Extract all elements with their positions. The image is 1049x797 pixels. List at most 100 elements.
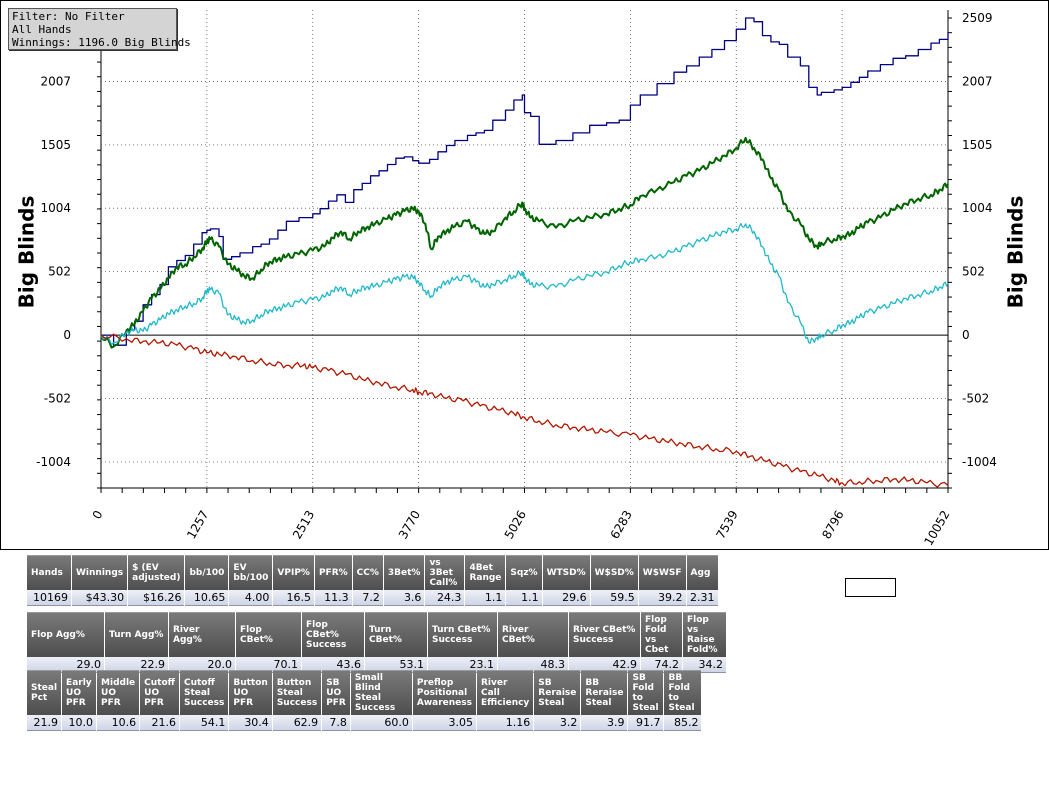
column-header[interactable]: VPIP%: [273, 555, 314, 590]
stat-value: 30.4: [229, 715, 272, 731]
column-header[interactable]: WTSD%: [542, 555, 590, 590]
y-tick-label-right: 502: [962, 265, 985, 279]
column-header[interactable]: Flop Fold vs Cbet: [641, 612, 682, 657]
y-axis-title-left: Big Blinds: [14, 195, 39, 309]
stat-value: 3.2: [534, 715, 581, 731]
column-header[interactable]: Button UO PFR: [229, 670, 272, 715]
column-header[interactable]: River Call Efficiency: [476, 670, 534, 715]
column-header[interactable]: Sqz%: [506, 555, 542, 590]
y-tick-label-left: 1004: [40, 201, 71, 215]
stat-value: 21.9: [27, 715, 62, 731]
stat-value: $16.26: [128, 590, 185, 606]
stat-value: 3.05: [412, 715, 476, 731]
stat-value: 10.6: [97, 715, 140, 731]
y-tick-label-left: 2007: [40, 74, 71, 88]
stat-value: 10169: [27, 590, 71, 606]
column-header[interactable]: BB Reraise Steal: [581, 670, 628, 715]
column-header[interactable]: PFR%: [314, 555, 352, 590]
stat-value: 16.5: [273, 590, 314, 606]
column-header[interactable]: River CBet% Success: [569, 612, 640, 657]
stat-value: 1.1: [465, 590, 506, 606]
y-tick-label-right: 0: [962, 328, 970, 342]
y-tick-label-left: 502: [48, 265, 71, 279]
column-header[interactable]: 4Bet Range: [465, 555, 506, 590]
column-header[interactable]: Flop vs Raise Fold%: [683, 612, 726, 657]
column-header[interactable]: Steal Pct: [27, 670, 62, 715]
y-tick-label-left: -502: [44, 392, 71, 406]
series-line-1: [100, 136, 949, 349]
series-line-0: [101, 17, 949, 346]
column-header[interactable]: Turn CBet%: [365, 612, 427, 657]
stat-value: 54.1: [179, 715, 229, 731]
stat-value: 62.9: [272, 715, 322, 731]
stat-value: 7.2: [352, 590, 383, 606]
column-header[interactable]: SB Reraise Steal: [534, 670, 581, 715]
column-header[interactable]: Early UO PFR: [62, 670, 97, 715]
stat-value: 60.0: [350, 715, 412, 731]
column-header[interactable]: Preflop Positional Awareness: [412, 670, 476, 715]
column-header[interactable]: Flop CBet% Success: [302, 612, 364, 657]
y-tick-label-right: 1004: [962, 201, 993, 215]
column-header[interactable]: Hands: [27, 555, 71, 590]
column-header[interactable]: W$SD%: [590, 555, 638, 590]
y-tick-label-right: -1004: [962, 455, 997, 469]
column-header[interactable]: CC%: [352, 555, 383, 590]
y-tick-label-right: 1505: [962, 138, 993, 152]
column-header[interactable]: SB Fold to Steal: [628, 670, 664, 715]
stat-value: 34.2: [683, 657, 726, 673]
stat-value: 85.2: [664, 715, 702, 731]
column-header[interactable]: River CBet%: [498, 612, 568, 657]
stat-value: 3.6: [383, 590, 425, 606]
column-header[interactable]: W$WSF: [638, 555, 686, 590]
column-header[interactable]: EV bb/100: [229, 555, 273, 590]
column-header[interactable]: $ (EV adjusted): [128, 555, 185, 590]
column-header[interactable]: Agg: [686, 555, 718, 590]
series-lines: [100, 17, 949, 488]
column-header[interactable]: vs 3Bet Call%: [425, 555, 465, 590]
stat-value: 59.5: [590, 590, 638, 606]
column-header[interactable]: Button Steal Success: [272, 670, 322, 715]
column-header[interactable]: Turn CBet% Success: [428, 612, 497, 657]
column-header[interactable]: River Agg%: [169, 612, 235, 657]
column-header[interactable]: Small Blind Steal Success: [350, 670, 412, 715]
column-header[interactable]: bb/100: [185, 555, 229, 590]
stats-table-general: Hands Winnings $ (EV adjusted) bb/100 EV bb/…: [26, 555, 719, 606]
column-header[interactable]: Flop CBet%: [236, 612, 301, 657]
stats-table-steal: Steal Pct Early UO PFR Middle UO PFR Cutoff…: [26, 670, 702, 731]
winnings-label: Winnings: 1196.0 Big Blinds: [12, 36, 191, 49]
stat-value: 3.9: [581, 715, 628, 731]
stat-value: 1.1: [506, 590, 542, 606]
y-tick-label-left: -1004: [36, 455, 71, 469]
stat-value: 21.6: [140, 715, 179, 731]
stat-value: 10.0: [62, 715, 97, 731]
stat-value: 11.3: [314, 590, 352, 606]
stat-value: 24.3: [425, 590, 465, 606]
column-header[interactable]: Cutoff UO PFR: [140, 670, 179, 715]
stat-value: $43.30: [72, 590, 128, 606]
column-header[interactable]: Turn Agg%: [105, 612, 168, 657]
y-axis-left: -1004 -502 0 502 1004 1505 2007: [36, 17, 101, 489]
column-header[interactable]: SB UO PFR: [322, 670, 350, 715]
stat-value: 2.31: [686, 590, 718, 606]
series-line-2: [100, 222, 949, 346]
stat-value: 7.8: [322, 715, 350, 731]
y-tick-label-right: 2007: [962, 74, 993, 88]
y-tick-label-left: 1505: [40, 138, 71, 152]
y-tick-label-left: 0: [63, 328, 71, 342]
winnings-graph: -1004 -502 0 502 1004 1505 2007 -1004 -502 0 502 1…: [0, 0, 1049, 550]
column-header[interactable]: Winnings: [72, 555, 128, 590]
stat-value: 29.6: [542, 590, 590, 606]
y-top-label-right: 2509: [962, 11, 993, 25]
column-header[interactable]: Middle UO PFR: [97, 670, 140, 715]
y-axis-right: -1004 -502 0 502 1004 1505 2007 2509: [948, 11, 997, 489]
hands-label: All Hands: [12, 23, 72, 36]
column-header[interactable]: Flop Agg%: [27, 612, 104, 657]
stat-value: 4.00: [229, 590, 273, 606]
stat-value: 39.2: [638, 590, 686, 606]
filter-label: Filter: No Filter: [12, 10, 125, 23]
filter-info-box: Filter: No Filter All Hands Winnings: 11…: [8, 8, 191, 50]
column-header[interactable]: 3Bet%: [383, 555, 425, 590]
stats-table-postflop: Flop Agg% Turn Agg% River Agg% Flop CBet% Fl…: [26, 612, 727, 673]
column-header[interactable]: BB Fold to Steal: [664, 670, 702, 715]
column-header[interactable]: Cutoff Steal Success: [179, 670, 229, 715]
